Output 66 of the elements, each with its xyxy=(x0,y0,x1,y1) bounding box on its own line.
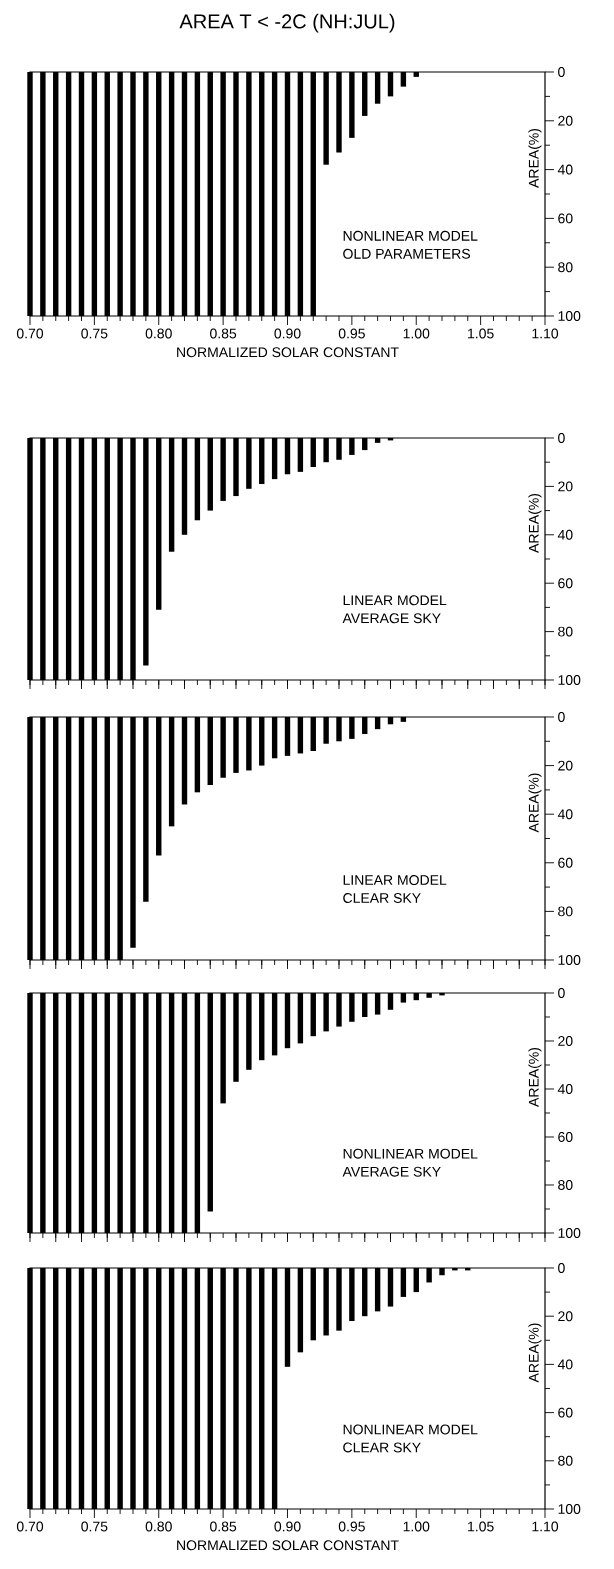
y-axis-title: AREA(%) xyxy=(528,1323,542,1383)
x-tick-label: 0.80 xyxy=(145,1521,172,1532)
x-tick-label: 0.75 xyxy=(81,1521,108,1532)
x-tick-label: 1.10 xyxy=(532,328,559,339)
annotation: AVERAGE SKY xyxy=(342,613,441,624)
y-tick-label: 0 xyxy=(558,988,565,998)
y-tick-label: 20 xyxy=(558,481,573,492)
y-axis-title: AREA(%) xyxy=(528,128,542,188)
y-tick-label: 60 xyxy=(558,857,573,868)
y-tick-label: 0 xyxy=(558,67,565,77)
x-tick-label: 0.90 xyxy=(274,1521,301,1532)
y-tick-label: 100 xyxy=(558,1228,581,1238)
y-axis-title: AREA(%) xyxy=(528,493,542,553)
annotation: NONLINEAR MODEL xyxy=(343,230,478,241)
x-tick-label: 0.85 xyxy=(210,1521,237,1532)
annotation: CLEAR SKY xyxy=(343,1442,421,1453)
x-tick-label: 0.95 xyxy=(338,1521,365,1532)
x-tick-label: 1.05 xyxy=(468,328,494,339)
x-tick-label: 1.05 xyxy=(468,1521,494,1532)
y-axis-title: AREA(%) xyxy=(528,773,542,833)
annotation: NONLINEAR MODEL xyxy=(343,1424,478,1435)
y-tick-label: 40 xyxy=(557,1359,573,1370)
x-tick-label: 0.70 xyxy=(16,328,44,339)
annotation: CLEAR SKY xyxy=(343,893,421,904)
x-tick-label: 0.95 xyxy=(338,328,365,339)
y-tick-label: 100 xyxy=(558,311,581,321)
x-tick-label: 0.70 xyxy=(16,1521,44,1532)
x-tick-label: 1.00 xyxy=(403,1521,430,1532)
x-axis-title: NORMALIZED SOLAR CONSTANT xyxy=(177,1540,399,1551)
y-tick-label: 0 xyxy=(558,433,565,443)
y-tick-label: 100 xyxy=(558,675,581,685)
y-tick-label: 80 xyxy=(558,906,573,917)
y-tick-label: 60 xyxy=(558,1407,573,1418)
y-tick-label: 0 xyxy=(558,1263,565,1273)
x-axis-title: NORMALIZED SOLAR CONSTANT xyxy=(177,347,399,358)
y-tick-label: 100 xyxy=(558,1504,581,1514)
y-tick-label: 20 xyxy=(558,1311,573,1322)
y-tick-label: 60 xyxy=(558,213,573,224)
y-tick-label: 40 xyxy=(557,164,573,175)
y-tick-label: 80 xyxy=(558,626,573,637)
x-tick-label: 1.10 xyxy=(532,1521,559,1532)
x-tick-label: 0.80 xyxy=(145,328,172,339)
y-tick-label: 80 xyxy=(558,262,573,273)
y-tick-label: 60 xyxy=(558,578,573,589)
y-tick-label: 40 xyxy=(557,1084,573,1094)
y-tick-label: 20 xyxy=(558,1036,573,1046)
y-tick-label: 40 xyxy=(557,529,573,540)
y-tick-label: 20 xyxy=(558,760,573,771)
annotation: LINEAR MODEL xyxy=(343,595,447,606)
x-tick-label: 0.85 xyxy=(210,328,237,339)
y-tick-label: 80 xyxy=(558,1455,573,1466)
annotation: AVERAGE SKY xyxy=(342,1166,441,1177)
y-axis-title: AREA(%) xyxy=(528,1047,542,1107)
y-tick-label: 0 xyxy=(558,712,565,722)
y-tick-label: 20 xyxy=(558,115,573,126)
y-tick-label: 100 xyxy=(558,955,581,965)
y-tick-label: 80 xyxy=(558,1180,573,1190)
y-tick-label: 60 xyxy=(558,1132,573,1142)
y-tick-label: 40 xyxy=(557,809,573,820)
x-tick-label: 1.00 xyxy=(403,328,430,339)
x-tick-label: 0.90 xyxy=(274,328,301,339)
x-tick-label: 0.75 xyxy=(81,328,108,339)
chart-title: AREA T < -2C (NH:JUL) xyxy=(179,13,395,33)
annotation: LINEAR MODEL xyxy=(343,875,447,886)
annotation: OLD PARAMETERS xyxy=(343,248,470,259)
annotation: NONLINEAR MODEL xyxy=(343,1148,478,1159)
